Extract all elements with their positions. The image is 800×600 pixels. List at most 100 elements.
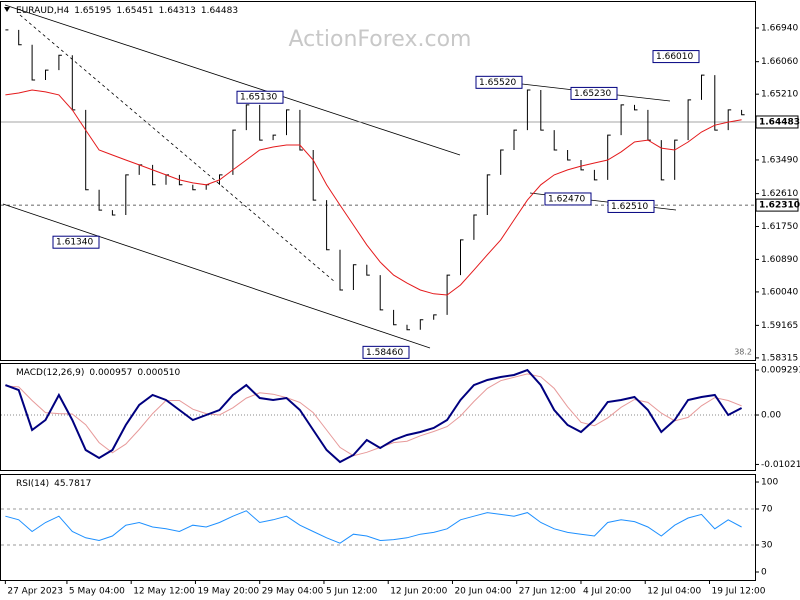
macd-panel xyxy=(0,363,756,471)
panel-header: MACD(12,26,9) 0.000957 0.000510 xyxy=(16,368,181,378)
price-bar xyxy=(326,200,330,251)
price-bar xyxy=(473,214,477,240)
price-bar xyxy=(727,109,732,131)
price-bar xyxy=(660,140,665,181)
series-line xyxy=(5,368,743,464)
price-bar xyxy=(125,174,129,215)
price-bar xyxy=(741,109,745,116)
x-tick-label: 5 Jun 12:00 xyxy=(326,587,378,597)
price-label-box xyxy=(52,235,100,249)
x-tick-label: 4 Jul 20:00 xyxy=(583,587,632,597)
y-tick-label: 0.009291 xyxy=(761,366,800,376)
price-bar xyxy=(259,104,263,141)
y-tick-label: 70 xyxy=(761,505,773,515)
price-bar xyxy=(460,239,464,276)
price-bar xyxy=(674,139,678,180)
price-bar xyxy=(580,160,584,171)
price-bar xyxy=(553,130,558,151)
price-bar xyxy=(45,69,49,80)
y-tick-label: 1.65210 xyxy=(761,90,798,100)
price-bar xyxy=(111,210,116,216)
header-value: 45.7817 xyxy=(54,479,91,489)
y-tick-label: 30 xyxy=(761,541,773,551)
panel-header: RSI(14) 45.7817 xyxy=(16,479,91,489)
price-label-box xyxy=(652,50,700,64)
price-bar xyxy=(232,129,236,175)
price-bar xyxy=(85,109,89,191)
y-tick-label: 1.66060 xyxy=(761,57,798,67)
header-value: 1.64313 xyxy=(159,6,196,16)
price-bar xyxy=(567,150,571,161)
x-tick-label: 27 Apr 2023 xyxy=(7,587,63,597)
price-label-box xyxy=(544,192,592,206)
price-bar xyxy=(620,104,625,136)
price-bar xyxy=(286,109,290,136)
price-bar xyxy=(701,74,705,100)
header-value: 1.64483 xyxy=(201,6,238,16)
price-label: 1.61340 xyxy=(56,238,93,248)
fib-label: 38.2 xyxy=(734,348,752,357)
price-label: 1.65130 xyxy=(240,93,277,103)
price-label: 1.66010 xyxy=(656,52,693,62)
price-bar xyxy=(593,169,598,181)
header-value: 0.000510 xyxy=(137,368,180,378)
panel-header: EURAUD,H4 1.65195 1.65451 1.64313 1.64483 xyxy=(16,6,238,16)
price-bar xyxy=(526,89,531,131)
header-value: 1.65451 xyxy=(116,6,153,16)
menu-icon[interactable] xyxy=(4,7,10,12)
indicator-title: MACD(12,26,9) xyxy=(16,368,84,378)
price-bar xyxy=(486,174,491,215)
indicator-title: RSI(14) xyxy=(16,479,49,489)
series-line xyxy=(5,89,742,296)
price-label: 1.62510 xyxy=(611,202,648,212)
level-label: 1.64483 xyxy=(759,117,800,127)
level-box xyxy=(755,198,799,212)
y-tick-label: 1.60890 xyxy=(761,255,798,265)
x-tick-label: 5 May 04:00 xyxy=(69,587,125,597)
x-tick-label: 12 Jun 20:00 xyxy=(390,587,447,597)
price-label-box xyxy=(362,345,410,359)
series-line xyxy=(5,510,742,544)
trend-line xyxy=(4,4,461,156)
y-tick-label: 1.66940 xyxy=(761,24,798,34)
x-tick-label: 12 May 12:00 xyxy=(133,587,195,597)
price-bar xyxy=(393,309,397,326)
y-tick-label: 0 xyxy=(761,567,767,577)
x-tick-label: 19 May 20:00 xyxy=(197,587,259,597)
price-bar xyxy=(58,54,62,71)
level-label: 1.62310 xyxy=(759,201,800,211)
price-bar xyxy=(178,174,183,186)
y-tick-label: 1.62610 xyxy=(761,189,798,199)
rsi-panel xyxy=(0,474,756,581)
price-bar xyxy=(219,174,223,185)
price-bar xyxy=(513,129,517,150)
price-label-box xyxy=(475,75,523,89)
header-value: 0.000957 xyxy=(89,368,132,378)
price-label: 1.65230 xyxy=(574,89,611,99)
price-bar xyxy=(152,164,156,186)
price-bar xyxy=(634,104,638,111)
price-panel xyxy=(0,1,756,361)
price-bar xyxy=(714,75,718,131)
y-tick-label: 1.59165 xyxy=(761,321,798,331)
price-bar xyxy=(500,149,504,175)
price-bar xyxy=(245,104,250,131)
price-label-box xyxy=(236,90,284,104)
y-tick-label: 1.61750 xyxy=(761,222,798,232)
price-bar xyxy=(433,314,437,320)
price-bar xyxy=(607,134,611,180)
price-bar xyxy=(98,189,103,211)
price-label: 1.65520 xyxy=(479,78,516,88)
y-tick-label: 1.60040 xyxy=(761,287,798,297)
price-bar xyxy=(339,249,343,291)
price-bar xyxy=(540,90,544,131)
price-bar xyxy=(419,319,424,330)
price-bar xyxy=(192,184,196,191)
price-bar xyxy=(18,29,22,46)
price-bar xyxy=(312,150,317,201)
price-bar xyxy=(272,134,277,141)
price-bar xyxy=(352,264,357,290)
x-tick-label: 12 Jul 04:00 xyxy=(647,587,701,597)
x-tick-label: 27 Jun 12:00 xyxy=(519,587,576,597)
